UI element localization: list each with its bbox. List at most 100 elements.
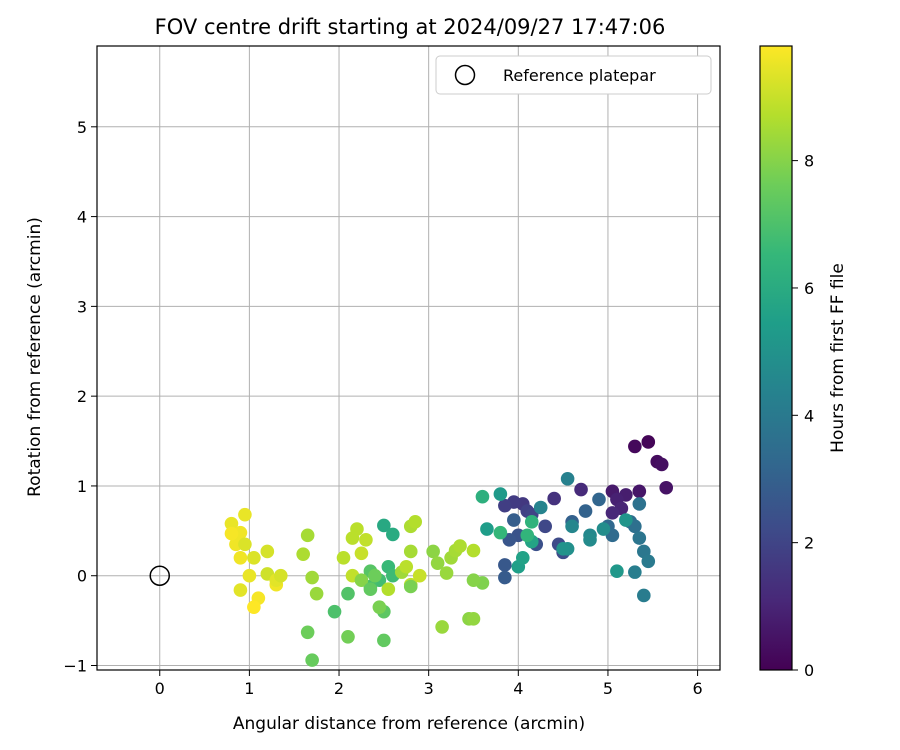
scatter-point bbox=[632, 497, 647, 511]
scatter-point bbox=[242, 568, 257, 583]
scatter-point bbox=[399, 559, 414, 574]
scatter-point bbox=[583, 533, 597, 547]
colorbar-tick-label: 2 bbox=[804, 534, 814, 553]
scatter-point bbox=[354, 546, 369, 561]
scatter-point bbox=[386, 527, 400, 542]
scatter-point bbox=[628, 439, 642, 454]
scatter-point bbox=[637, 588, 651, 603]
colorbar-label: Hours from first FF file bbox=[828, 263, 848, 453]
colorbar-tick-label: 0 bbox=[804, 661, 814, 680]
scatter-point bbox=[341, 586, 355, 601]
scatter-point bbox=[224, 516, 239, 531]
scatter-point bbox=[493, 487, 508, 501]
scatter-point bbox=[296, 547, 310, 561]
x-tick-label: 4 bbox=[513, 679, 523, 698]
colorbar-tick-label: 6 bbox=[804, 279, 814, 298]
y-tick-label: 5 bbox=[77, 118, 87, 137]
scatter-point bbox=[238, 507, 252, 522]
scatter-point bbox=[403, 544, 418, 559]
scatter-point bbox=[498, 570, 512, 585]
scatter-point bbox=[381, 582, 396, 596]
scatter-point bbox=[641, 554, 656, 569]
scatter-point bbox=[524, 515, 539, 529]
scatter-point bbox=[533, 500, 548, 515]
x-tick-label: 0 bbox=[155, 679, 165, 698]
colorbar-tick-label: 8 bbox=[804, 152, 814, 171]
plot-frame bbox=[96, 45, 721, 671]
scatter-point bbox=[435, 620, 449, 634]
scatter-point bbox=[515, 550, 530, 565]
scatter-point bbox=[238, 537, 252, 552]
scatter-point bbox=[305, 570, 319, 585]
x-tick-label: 2 bbox=[334, 679, 344, 698]
scatter-point bbox=[578, 504, 593, 518]
scatter-point bbox=[565, 519, 579, 534]
x-tick-label: 5 bbox=[603, 679, 613, 698]
scatter-point bbox=[336, 550, 351, 565]
y-tick-label: 3 bbox=[77, 297, 87, 316]
plot-area: 0 1 2 3 4 5 6 −1 0 1 2 3 4 5 bbox=[63, 45, 721, 698]
scatter-point bbox=[247, 550, 261, 565]
scatter-point bbox=[596, 522, 611, 536]
scatter-point bbox=[632, 484, 647, 499]
legend-entry: Reference platepar bbox=[503, 66, 656, 85]
colorbar: 0 2 4 6 8 bbox=[759, 45, 814, 680]
scatter-point bbox=[560, 471, 575, 486]
scatter-point bbox=[403, 579, 418, 594]
scatter-point bbox=[605, 506, 620, 520]
scatter-point bbox=[372, 600, 387, 614]
chart-title: FOV centre drift starting at 2024/09/27 … bbox=[155, 15, 666, 39]
scatter-point bbox=[341, 629, 355, 644]
scatter-point bbox=[368, 568, 382, 583]
scatter-point bbox=[260, 544, 275, 559]
scatter-point bbox=[408, 515, 423, 529]
scatter-point bbox=[359, 533, 373, 547]
plot-background bbox=[97, 46, 720, 670]
scatter-point bbox=[628, 565, 642, 579]
scatter-point bbox=[480, 522, 494, 536]
scatter-point bbox=[377, 518, 391, 533]
scatter-point bbox=[430, 556, 445, 570]
scatter-point bbox=[466, 573, 481, 588]
x-tick-label: 1 bbox=[244, 679, 254, 698]
y-tick-label: −1 bbox=[63, 657, 87, 676]
y-tick-label: 0 bbox=[77, 567, 87, 586]
y-tick-label: 2 bbox=[77, 387, 87, 406]
scatter-point bbox=[345, 531, 360, 545]
legend: Reference platepar bbox=[435, 55, 712, 95]
scatter-point bbox=[412, 568, 427, 583]
scatter-point bbox=[466, 543, 481, 558]
scatter-point bbox=[619, 513, 633, 527]
scatter-point bbox=[439, 566, 454, 580]
y-tick-label: 4 bbox=[77, 208, 87, 227]
scatter-point bbox=[453, 539, 467, 553]
scatter-point bbox=[592, 492, 606, 507]
scatter-point bbox=[377, 633, 391, 648]
scatter-point bbox=[327, 604, 342, 619]
legend-marker bbox=[454, 64, 476, 86]
colorbar-gradient bbox=[759, 45, 793, 671]
scatter-point bbox=[654, 457, 669, 472]
scatter-point bbox=[507, 513, 521, 527]
scatter-point bbox=[493, 525, 508, 540]
y-axis-label: Rotation from reference (arcmin) bbox=[25, 217, 45, 497]
scatter-point bbox=[273, 568, 288, 583]
scatter-point bbox=[363, 582, 378, 596]
colorbar-tick-label: 4 bbox=[804, 406, 814, 425]
scatter-point bbox=[659, 480, 674, 495]
scatter-point bbox=[574, 482, 588, 497]
reference-platepar-marker bbox=[149, 565, 170, 586]
scatter-point bbox=[247, 600, 261, 614]
scatter-point bbox=[224, 526, 239, 541]
y-tick-label: 1 bbox=[77, 477, 87, 496]
scatter-point bbox=[547, 491, 561, 506]
scatter-point bbox=[632, 531, 647, 545]
scatter-point bbox=[498, 498, 512, 513]
legend-box bbox=[435, 55, 712, 95]
x-tick-label: 6 bbox=[692, 679, 702, 698]
scatter-point bbox=[466, 612, 481, 626]
scatter-point bbox=[641, 435, 656, 449]
scatter-point bbox=[309, 586, 324, 601]
scatter-point bbox=[538, 519, 553, 534]
